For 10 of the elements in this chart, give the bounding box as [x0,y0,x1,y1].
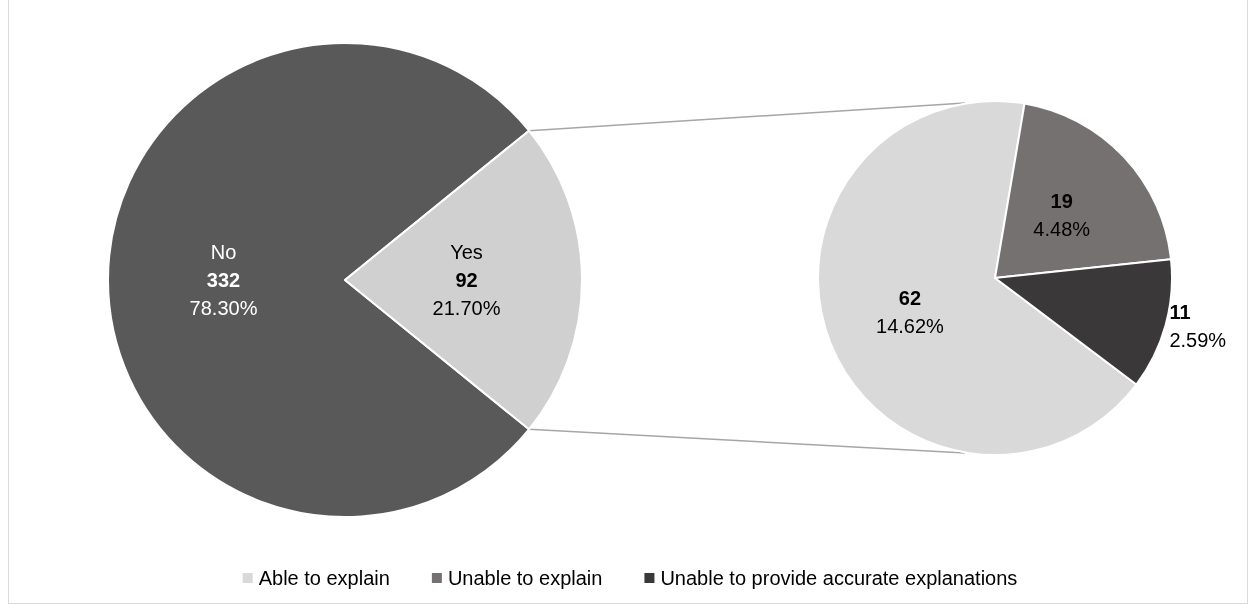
data-label: 11 2.59% [1169,301,1227,352]
legend-label: Unable to provide accurate explanations [660,567,1018,589]
data-label: 62 14.62% [876,286,945,337]
legend-label: Unable to explain [447,567,603,589]
slice-label: No [210,241,237,263]
legend-label: Able to explain [258,567,390,589]
slice-label: Yes [450,241,483,263]
data-label: 19 4.48% [1033,190,1091,241]
data-label: 332 78.30% [189,269,258,319]
data-label: 92 21.70% [432,269,501,319]
